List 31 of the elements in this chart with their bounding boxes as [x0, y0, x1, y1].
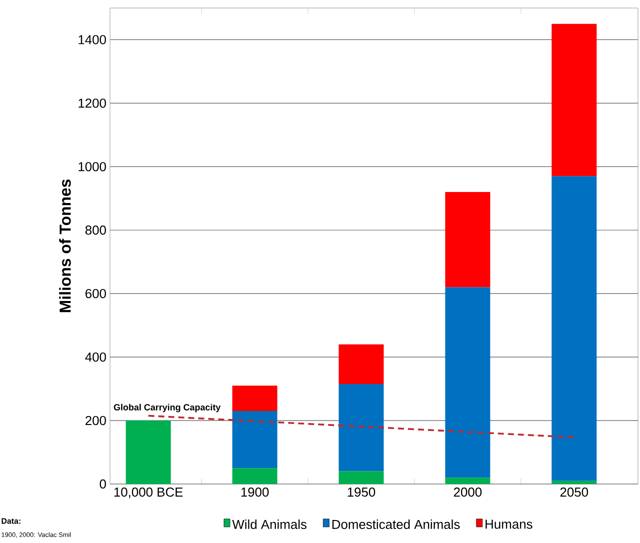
y-tick-label: 400	[85, 352, 106, 362]
legend-label: Domesticated Animals	[332, 519, 460, 530]
x-tick-label: 1950	[348, 488, 376, 497]
y-axis-title: Milions of Tonnes	[59, 179, 71, 312]
y-tick-label: 0	[100, 479, 106, 489]
bar	[552, 480, 597, 484]
bar	[445, 192, 490, 288]
x-tick-label: 2000	[454, 488, 482, 497]
bar	[445, 287, 490, 478]
bar	[552, 24, 597, 176]
bar	[338, 384, 384, 472]
y-tick-label: 200	[86, 416, 106, 426]
y-tick-label: 1400	[78, 35, 106, 44]
bar	[445, 478, 490, 484]
series-label: Global Carrying Capacity	[114, 404, 221, 412]
y-tick-label: 600	[86, 289, 106, 298]
y-tick-label: 800	[85, 226, 106, 235]
bar	[232, 386, 278, 412]
bar	[338, 471, 384, 484]
bar	[126, 420, 171, 484]
y-tick-label: 1200	[78, 98, 106, 108]
x-tick-label: 2050	[560, 488, 588, 497]
x-tick-label: 1900	[241, 488, 269, 497]
x-tick-label: 10,000 BCE	[114, 488, 183, 498]
bar	[232, 468, 278, 484]
bar	[552, 176, 597, 481]
bar	[232, 411, 278, 468]
bar	[338, 344, 384, 384]
legend-label: Humans	[486, 520, 532, 529]
legend-label: Wild Animals	[232, 519, 307, 530]
y-tick-label: 1000	[78, 162, 106, 172]
